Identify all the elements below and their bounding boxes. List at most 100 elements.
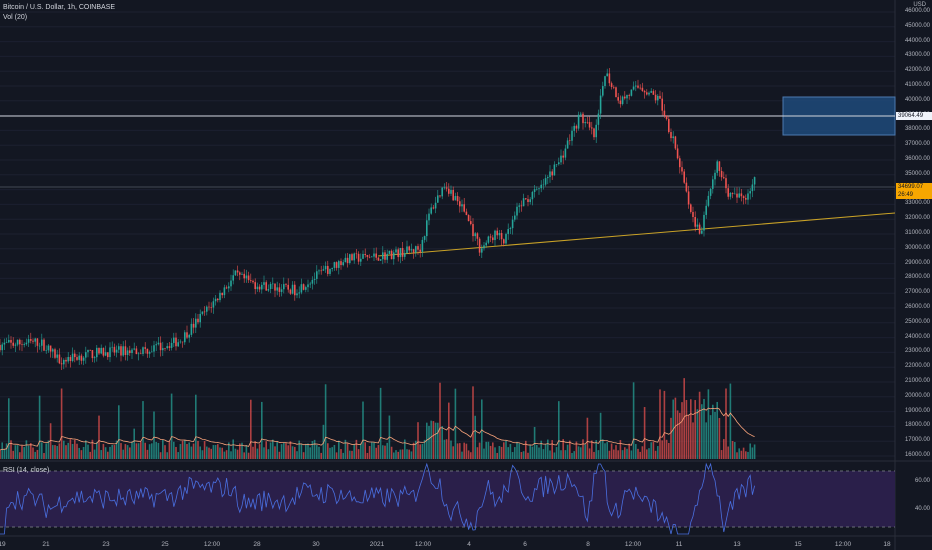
volume-bar [373,442,375,459]
candle-body [639,87,641,89]
volume-bar [397,451,399,459]
volume-bar [652,441,655,459]
volume-bar [177,452,179,459]
candle-body [437,195,439,203]
candle-body [43,339,45,351]
candle-body [571,130,573,141]
price-tick-label: 45000.00 [904,22,930,29]
time-tick-label: 21 [42,541,50,548]
candle-body [399,248,402,258]
candle-body [34,338,36,342]
volume-bar [434,422,437,459]
candle-body [234,270,237,276]
candle-body [663,110,666,116]
volume-bar [379,387,382,459]
volume-bar [646,449,648,459]
volume-bar [217,444,219,459]
volume-bar [45,443,47,459]
candle-body [298,292,300,294]
candle-body [30,339,32,341]
time-tick-label: 23 [102,541,110,548]
candle-body [729,193,732,197]
rsi-tick-label: 60.00 [914,478,930,484]
candle-body [560,155,562,163]
candle-body [217,298,219,301]
volume-bar [63,440,65,459]
candle-body [137,353,140,355]
candle-body [63,359,65,365]
candle-body [474,233,476,237]
volume-bar [485,441,487,459]
volume-legend[interactable]: Vol (20) [3,14,28,21]
candle-body [632,86,635,90]
candle-body [463,204,465,212]
candle-body [12,342,14,346]
volume-bar [122,449,124,459]
volume-bar [514,447,516,459]
volume-bar [489,445,492,459]
candle-body [641,87,644,92]
candle-body [27,339,30,343]
rsi-tick-label: 40.00 [914,506,930,512]
volume-bar [148,444,151,459]
candle-body [478,238,481,253]
volume-bar [327,443,329,459]
volume-bar [734,442,736,459]
volume-bar [126,445,129,459]
candle-body [426,220,428,237]
candle-body [362,253,364,259]
volume-bar [360,443,362,459]
volume-bar [214,445,217,459]
volume-bar [696,409,699,459]
candle-body [635,85,637,87]
candle-body [210,307,212,308]
candle-body [199,313,201,323]
candle-body [221,292,223,296]
volume-bar [32,447,34,459]
candle-body [467,214,470,222]
volume-bar [467,450,470,459]
volume-bar [67,442,69,459]
candle-body [648,92,650,95]
volume-bar [333,444,336,459]
candle-body [184,332,186,343]
candle-body [439,195,441,197]
candle-body [58,354,61,364]
candle-body [142,347,144,354]
volume-bar [575,441,578,459]
candle-body [179,341,182,343]
volume-bar [749,443,751,459]
candle-body [621,96,624,105]
candle-body [692,211,694,217]
candle-body [25,342,28,345]
volume-bar [395,450,397,459]
candle-body [340,261,342,266]
time-tick-label: 25 [161,541,169,548]
volume-bar [459,443,461,459]
volume-bar [503,442,505,459]
volume-bar [199,446,201,459]
volume-bar [712,404,714,459]
volume-bar [74,439,76,459]
candle-body [540,184,542,189]
volume-bar [657,446,659,459]
volume-bar [102,443,105,459]
candle-body [192,323,195,328]
volume-bar [173,441,175,459]
candle-body [228,286,230,289]
candle-body [445,187,448,189]
candle-body [386,253,388,260]
rsi-legend[interactable]: RSI (14, close) [3,467,50,474]
price-tick-label: 20000.00 [904,392,930,399]
candle-body [747,193,749,200]
candle-body [507,229,509,234]
volume-bar [27,445,30,459]
candle-body [302,284,305,290]
candle-body [80,355,83,361]
volume-bar [692,422,694,459]
candle-body [379,259,382,261]
price-tick-label: 25000.00 [904,318,930,325]
symbol-legend[interactable]: Bitcoin / U.S. Dollar, 1h, COINBASE [3,4,116,11]
